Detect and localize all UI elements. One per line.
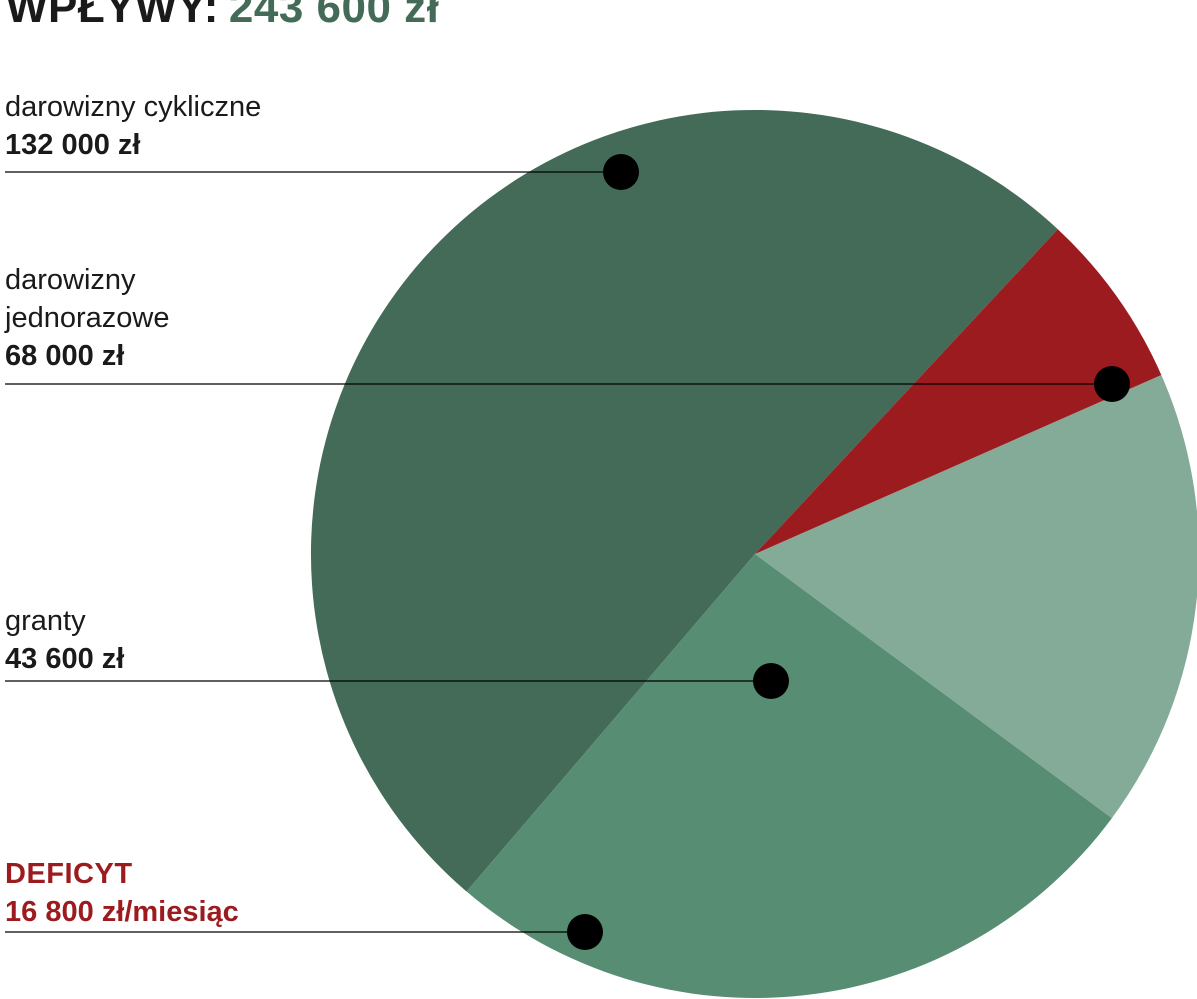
chart-title: WPŁYWY: 243 600 zł	[6, 0, 439, 32]
marker-dot	[1094, 366, 1130, 402]
pie-slice	[755, 229, 1162, 554]
callout-label: darowizny	[5, 264, 136, 296]
callout-value: 132 000 zł	[5, 129, 141, 161]
title-label: WPŁYWY	[6, 0, 204, 32]
callout-value: 16 800 zł/miesiąc	[5, 896, 239, 928]
callout-granty: granty 43 600 zł	[5, 602, 124, 678]
callout-label-line2: jednorazowe	[5, 302, 170, 334]
callout-darowizny-cykliczne: darowizny cykliczne 132 000 zł	[5, 88, 261, 164]
callout-label: granty	[5, 605, 86, 637]
callout-deficyt: DEFICYT 16 800 zł/miesiąc	[5, 855, 239, 931]
marker-dot	[753, 663, 789, 699]
callout-value: 68 000 zł	[5, 340, 125, 372]
callout-label: DEFICYT	[5, 858, 133, 890]
callout-darowizny-jednorazowe: darowizny jednorazowe 68 000 zł	[5, 261, 169, 375]
title-total: 243 600 zł	[228, 0, 440, 32]
title-separator: :	[203, 0, 219, 32]
pie-slice	[466, 554, 1112, 998]
callout-label: darowizny cykliczne	[5, 91, 262, 123]
pie-slice	[310, 109, 1058, 892]
callout-value: 43 600 zł	[5, 643, 125, 675]
pie-slice	[755, 375, 1197, 819]
marker-dot	[567, 914, 603, 950]
marker-dot	[603, 154, 639, 190]
